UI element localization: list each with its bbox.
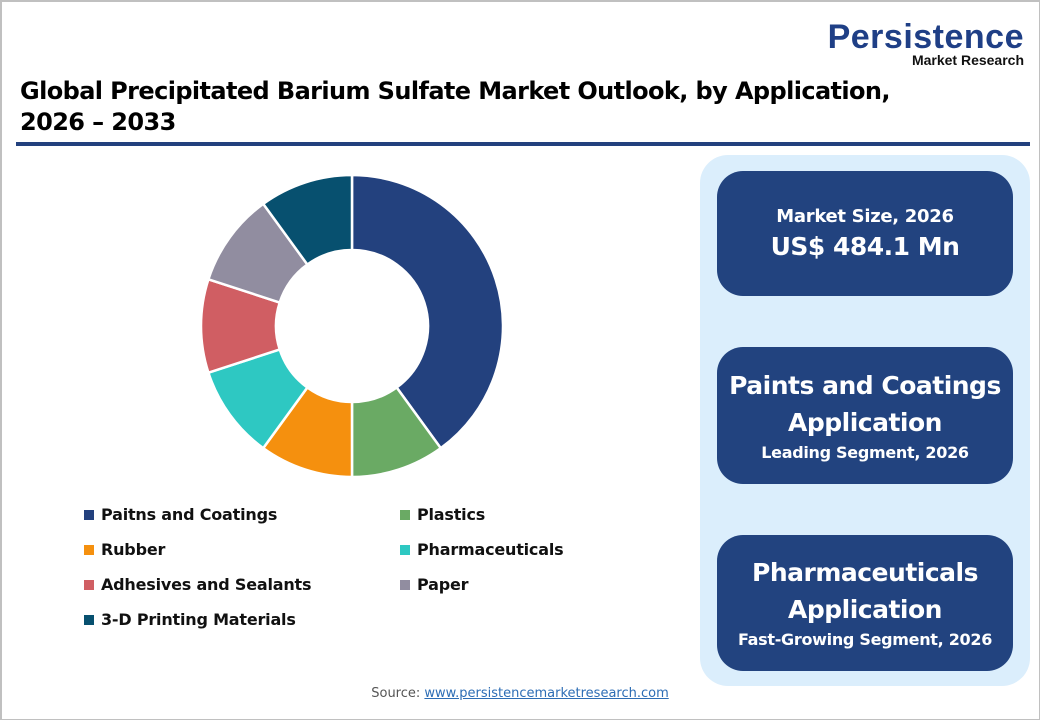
legend-label: Paper (417, 575, 469, 594)
fastest-segment-name: Pharmaceuticals (752, 558, 978, 587)
fastest-segment-type: Application (788, 595, 942, 624)
logo-name: Persistence (827, 18, 1024, 56)
legend-label: Adhesives and Sealants (101, 575, 312, 594)
legend-label: 3-D Printing Materials (101, 610, 296, 629)
legend-item: Rubber (84, 540, 165, 559)
legend-swatch (400, 579, 410, 590)
leading-segment-caption: Leading Segment, 2026 (761, 442, 969, 462)
legend-swatch (84, 614, 94, 625)
fastest-segment-caption: Fast-Growing Segment, 2026 (737, 630, 993, 649)
legend-item: 3-D Printing Materials (84, 610, 296, 629)
legend-swatch (84, 579, 94, 590)
legend-label: Rubber (101, 540, 166, 559)
legend-swatch (400, 544, 410, 555)
legend-item: Adhesives and Sealants (84, 575, 311, 594)
legend-label: Paitns and Coatings (101, 505, 278, 524)
market-size-label: Market Size, 2026 (776, 205, 954, 227)
legend-label: Plastics (417, 505, 486, 524)
source-link[interactable]: www.persistencemarketresearch.com (424, 686, 669, 701)
logo: Persistence Market Research (828, 20, 1024, 67)
source-note: Source: www.persistencemarketresearch.co… (0, 686, 1040, 701)
title-divider (16, 142, 1030, 146)
source-prefix: Source: (371, 686, 425, 701)
donut-chart (199, 173, 505, 479)
legend-label: Pharmaceuticals (417, 540, 564, 559)
leading-segment-card: Paints and Coatings Application Leading … (717, 347, 1013, 484)
market-size-card: Market Size, 2026 US$ 484.1 Mn (717, 171, 1013, 296)
donut-slice-3-d-printing-materials (261, 173, 354, 267)
logo-subtitle: Market Research (911, 52, 1024, 68)
page-title: Global Precipitated Barium Sulfate Marke… (20, 77, 891, 136)
legend-item: Plastics (400, 505, 485, 524)
legend-item: Pharmaceuticals (400, 540, 564, 559)
market-size-value: US$ 484.1 Mn (770, 231, 960, 261)
leading-segment-name: Paints and Coatings (729, 370, 1001, 400)
legend-item: Paper (400, 575, 468, 594)
donut-slice-paitns-and-coatings (350, 173, 505, 450)
legend-swatch (400, 509, 410, 520)
legend-item: Paitns and Coatings (84, 505, 277, 524)
legend-swatch (84, 544, 94, 555)
legend-swatch (84, 509, 94, 520)
fastest-segment-card: Pharmaceuticals Application Fast-Growing… (717, 535, 1013, 671)
leading-segment-type: Application (788, 407, 942, 437)
